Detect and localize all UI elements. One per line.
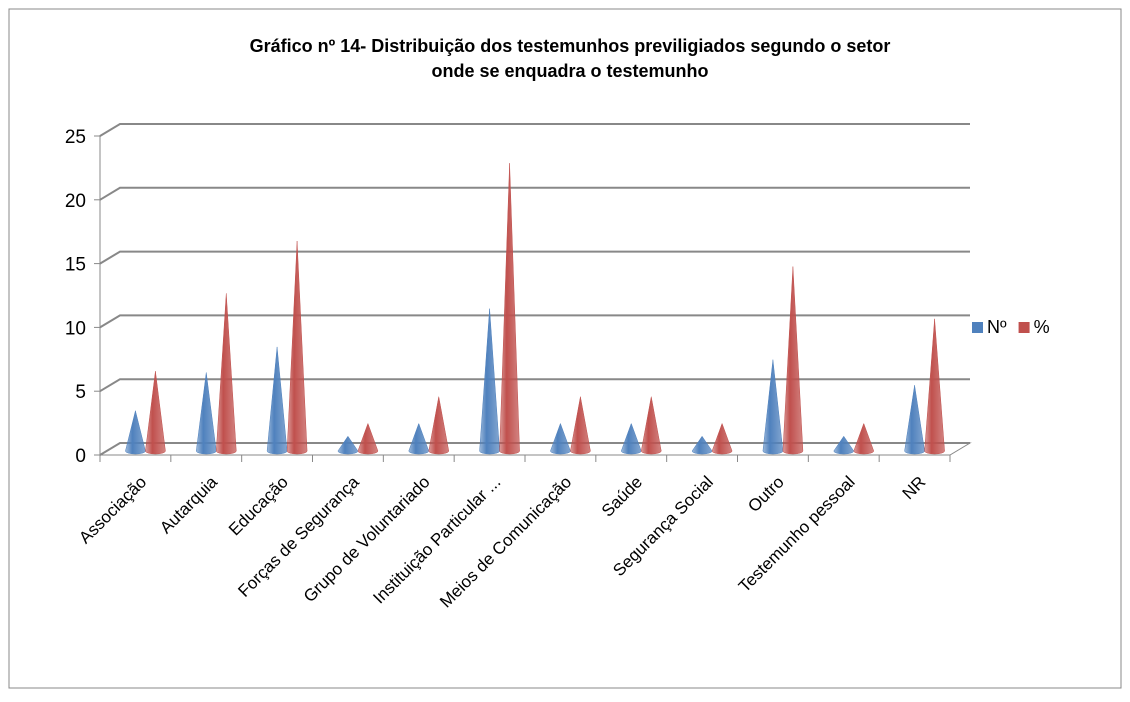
cone <box>145 371 166 455</box>
y-tick-label: 25 <box>65 127 86 148</box>
y-tick-label: 5 <box>75 382 86 403</box>
grid-line <box>99 378 970 393</box>
cone <box>853 422 875 455</box>
grid-line <box>99 442 970 456</box>
legend-label: Nº <box>987 317 1007 337</box>
cone <box>924 318 945 455</box>
cone <box>286 241 308 455</box>
chart-title-line2: onde se enquadra o testemunho <box>431 61 708 81</box>
grid-line <box>99 123 970 137</box>
cone <box>711 422 733 455</box>
cone <box>782 266 804 455</box>
legend-swatch <box>1018 322 1030 333</box>
cone <box>499 163 520 455</box>
cone <box>428 396 450 455</box>
grid-line <box>99 186 970 201</box>
y-tick-label: 20 <box>65 191 86 212</box>
y-tick-label: 0 <box>75 446 86 467</box>
grid-line <box>99 250 970 265</box>
cone <box>357 422 379 455</box>
cone <box>640 396 662 455</box>
y-tick-label: 10 <box>65 318 86 339</box>
legend-swatch <box>972 322 983 333</box>
cone <box>570 396 591 455</box>
chart-frame <box>8 8 1122 689</box>
legend-label: % <box>1034 317 1050 337</box>
y-tick-label: 15 <box>65 255 86 276</box>
chart-title: Gráfico nº 14- Distribuição dos testemun… <box>250 36 891 56</box>
grid-line <box>99 314 970 329</box>
cone <box>215 293 237 455</box>
